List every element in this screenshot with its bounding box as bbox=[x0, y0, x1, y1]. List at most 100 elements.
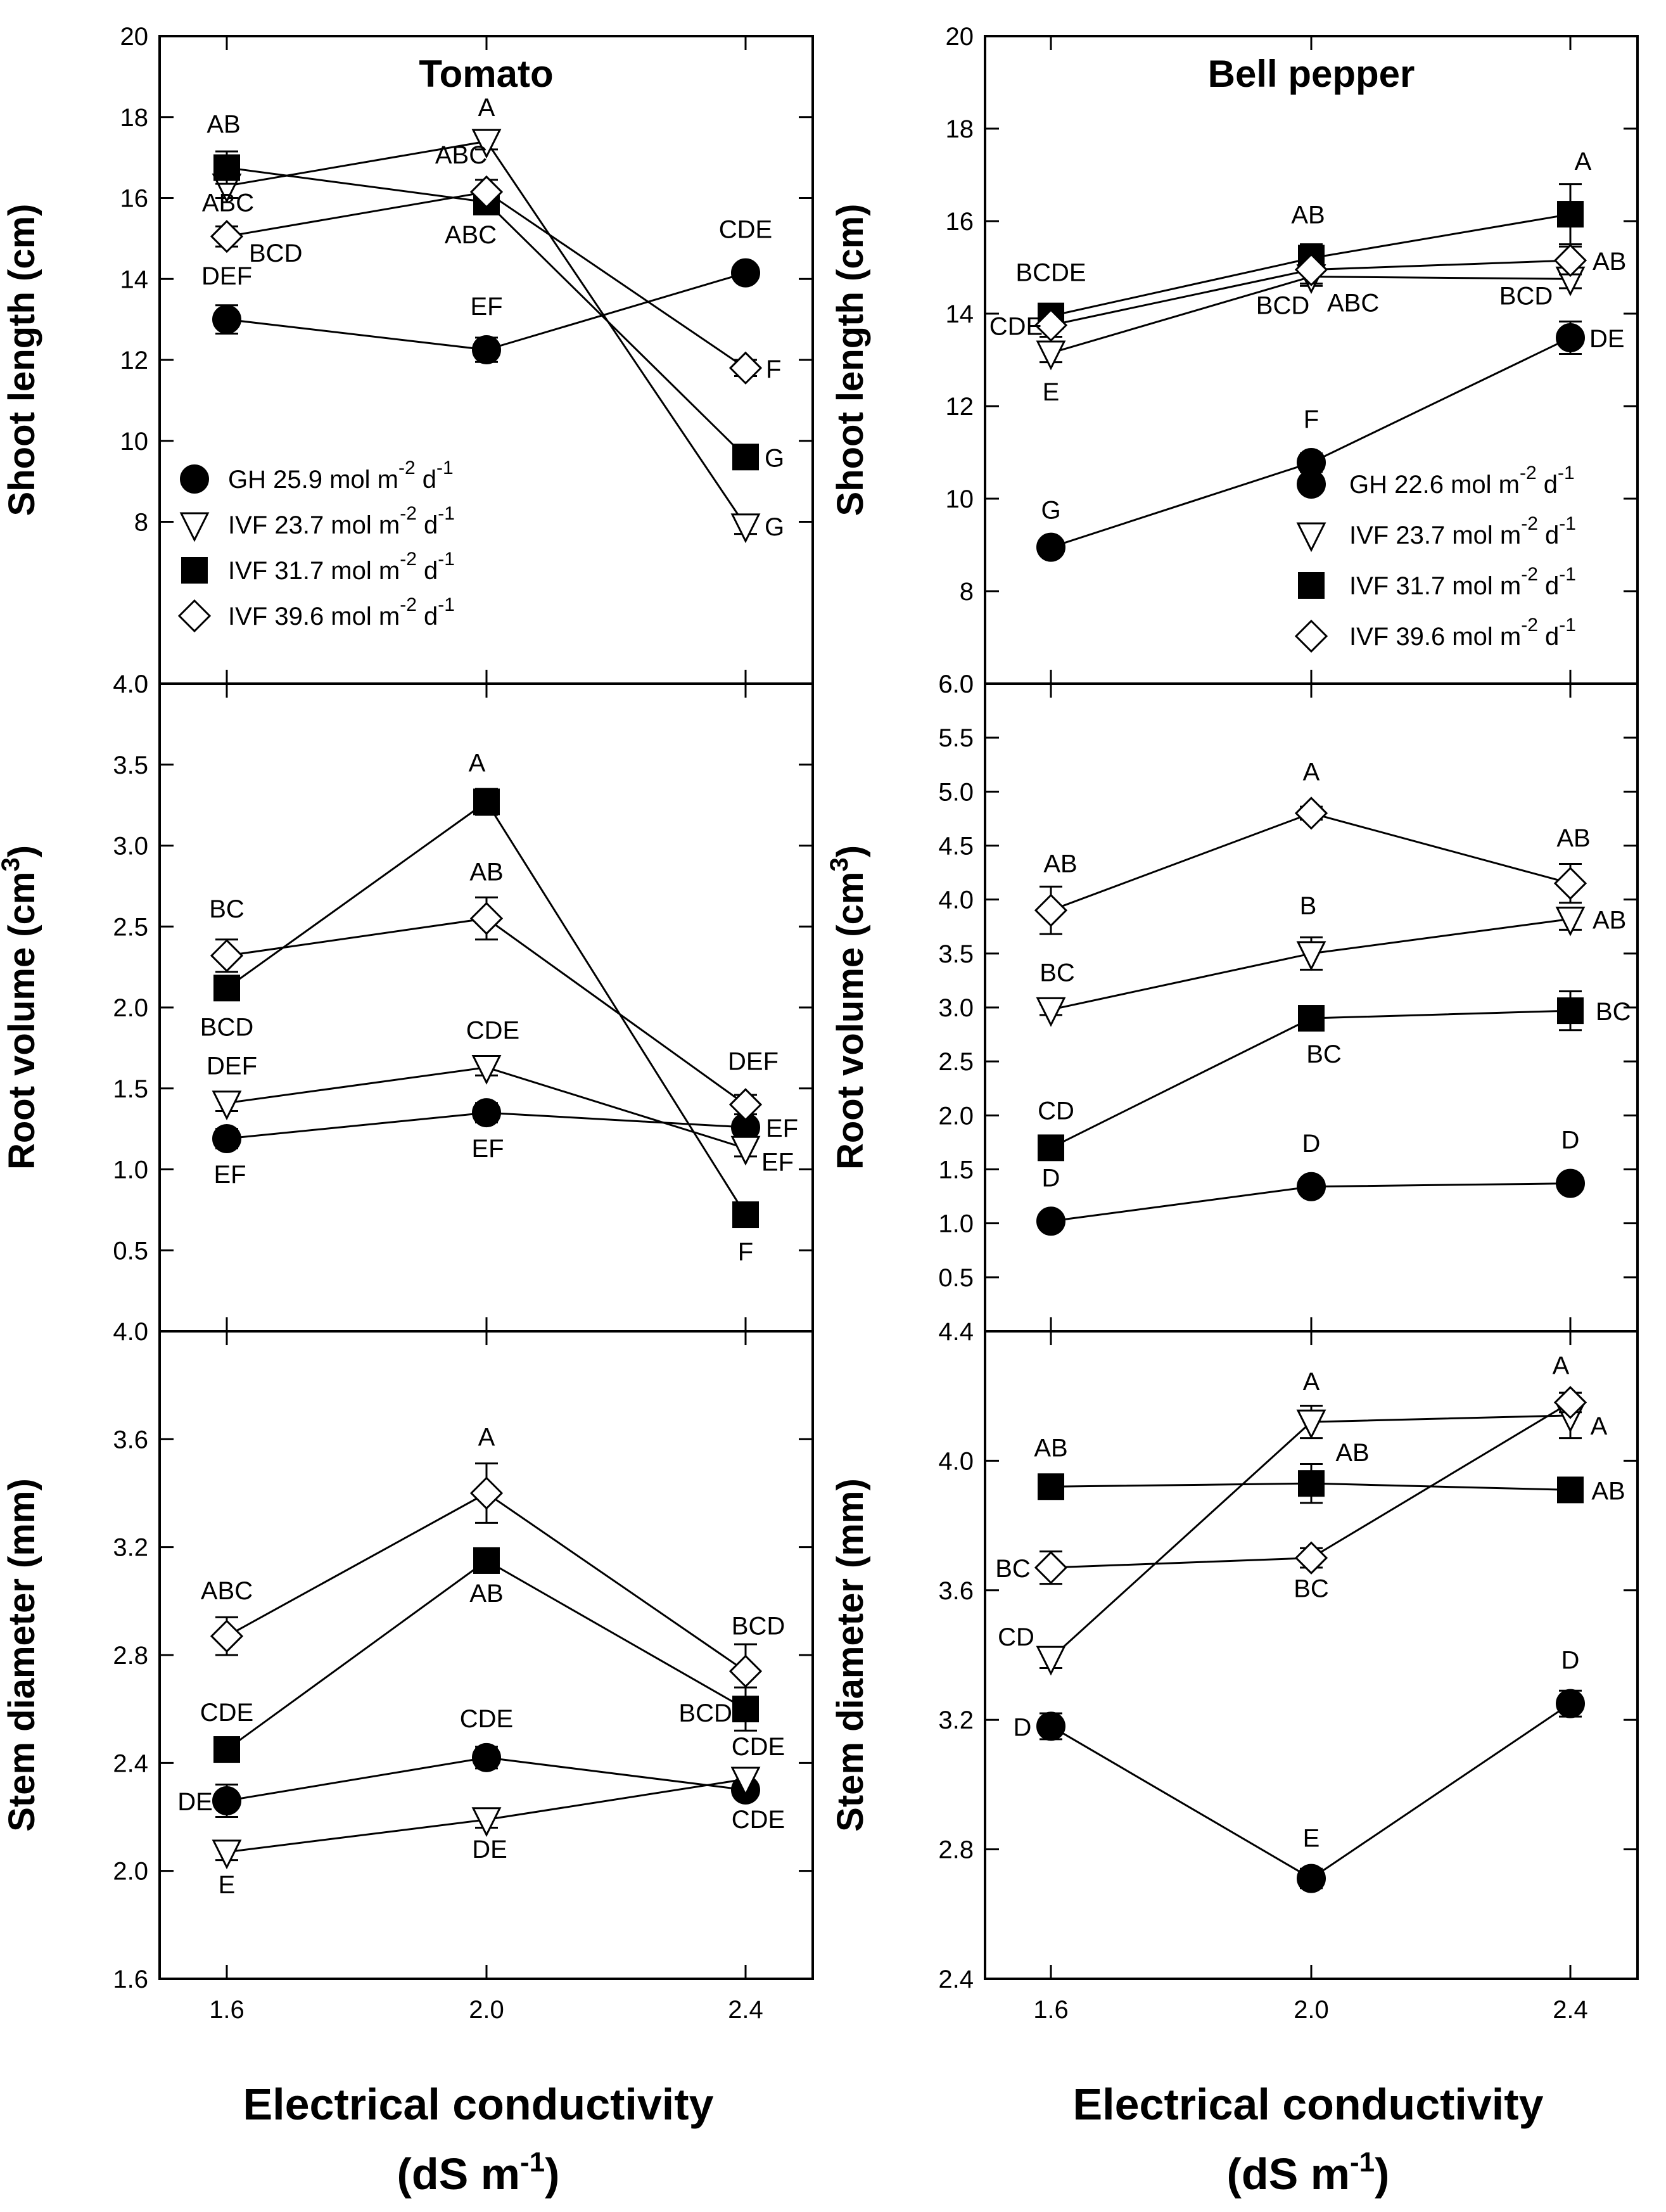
series-circle: EF EF EF bbox=[212, 1098, 798, 1189]
data-label: D bbox=[1561, 1127, 1580, 1154]
data-point bbox=[1034, 893, 1068, 927]
data-label: DEF bbox=[201, 262, 252, 290]
data-label: A bbox=[478, 94, 495, 122]
legend-label: GH 22.6 mol m-2 d-1 bbox=[1349, 463, 1575, 499]
data-label: BCDE bbox=[1015, 259, 1086, 287]
data-label: CDE bbox=[732, 1806, 785, 1834]
series-square: BCD A F bbox=[200, 750, 759, 1266]
data-label: AB bbox=[1591, 1477, 1625, 1505]
data-point bbox=[473, 1547, 500, 1574]
series-circle: G F DE bbox=[1036, 320, 1625, 562]
data-label: BCD bbox=[1256, 292, 1309, 320]
data-label: D bbox=[1014, 1713, 1032, 1741]
legend-marker bbox=[179, 512, 210, 542]
legend-label: IVF 31.7 mol m-2 d-1 bbox=[228, 549, 455, 585]
data-point bbox=[212, 1839, 242, 1870]
y-tick-label: 3.6 bbox=[938, 1577, 974, 1605]
y-tick-label: 16 bbox=[946, 208, 974, 236]
data-label: DE bbox=[472, 1836, 507, 1864]
data-point bbox=[1555, 906, 1586, 937]
legend-label: IVF 23.7 mol m-2 d-1 bbox=[1349, 513, 1576, 549]
data-label: BCD bbox=[732, 1613, 785, 1640]
data-label: DE bbox=[177, 1788, 213, 1816]
y-tick-label: 20 bbox=[120, 23, 149, 51]
legend-label: IVF 31.7 mol m-2 d-1 bbox=[1349, 564, 1576, 600]
data-label: CDE bbox=[719, 216, 772, 244]
data-point bbox=[1553, 866, 1587, 900]
series-square: AB ABC G bbox=[207, 111, 784, 473]
series-diamond: BC AB DEF bbox=[209, 858, 779, 1122]
data-label: E bbox=[219, 1871, 236, 1899]
data-point bbox=[212, 305, 241, 335]
data-label: ABC bbox=[435, 141, 487, 169]
y-tick-label: 2.4 bbox=[938, 1966, 974, 1993]
y-tick-label: 3.0 bbox=[938, 994, 974, 1022]
y-tick-label: 2.5 bbox=[938, 1048, 974, 1076]
data-point bbox=[472, 1098, 501, 1128]
y-tick-label: 4.0 bbox=[113, 1318, 148, 1346]
data-point bbox=[730, 513, 761, 544]
data-point bbox=[469, 902, 504, 935]
legend-marker bbox=[1297, 470, 1326, 499]
y-tick-label: 10 bbox=[946, 485, 974, 513]
y-tick-label: 20 bbox=[946, 23, 974, 51]
data-point bbox=[1557, 201, 1584, 228]
series-circle: DEF EF CDE bbox=[201, 216, 772, 365]
data-label: G bbox=[1041, 497, 1060, 525]
y-axis-title: Root volume (cm3) bbox=[825, 845, 871, 1170]
data-point bbox=[212, 1123, 241, 1153]
data-label: AB bbox=[1335, 1439, 1369, 1467]
data-point bbox=[1294, 253, 1328, 286]
data-label: CD bbox=[1038, 1097, 1074, 1125]
data-label: F bbox=[1304, 406, 1319, 433]
series-diamond: BCD ABC F bbox=[210, 141, 781, 385]
data-label: BCD bbox=[200, 1013, 253, 1041]
y-tick-label: 1.6 bbox=[113, 1966, 148, 1993]
data-point bbox=[732, 444, 759, 471]
data-label: CD bbox=[998, 1623, 1034, 1651]
data-label: E bbox=[1303, 1825, 1320, 1853]
y-tick-label: 2.4 bbox=[113, 1749, 148, 1777]
series-square: AB AB AB bbox=[1034, 1434, 1625, 1505]
y-tick-label: 4.0 bbox=[113, 670, 148, 698]
data-label: EF bbox=[761, 1148, 794, 1176]
y-tick-label: 2.8 bbox=[113, 1642, 148, 1670]
data-label: AB bbox=[1043, 850, 1077, 878]
data-label: BC bbox=[1294, 1575, 1329, 1603]
data-point bbox=[1556, 1689, 1585, 1718]
data-label: A bbox=[1575, 148, 1592, 176]
y-tick-label: 4.0 bbox=[113, 670, 148, 698]
data-point bbox=[212, 1090, 242, 1121]
data-label: B bbox=[1300, 892, 1317, 920]
series-diamond: AB A AB bbox=[1034, 758, 1591, 935]
panel-title: Bell pepper bbox=[1208, 53, 1415, 95]
data-point bbox=[1297, 1172, 1326, 1201]
panel-pepper_stem: 2.4 2.8 3.2 3.6 4.0 4.4 1.6 2.0 2.4 Stem diameter… bbox=[830, 1318, 1639, 2024]
x-tick-label: 2.4 bbox=[728, 1996, 763, 2024]
y-tick-label: 14 bbox=[946, 300, 974, 328]
data-label: DEF bbox=[728, 1047, 779, 1075]
data-label: AB bbox=[207, 111, 240, 139]
y-tick-label: 18 bbox=[946, 115, 974, 143]
data-label: G bbox=[765, 444, 784, 472]
series-diamond: ABC A BCD bbox=[201, 1424, 785, 1699]
data-label: CDE bbox=[732, 1733, 785, 1761]
panel-tomato_stem: 1.6 2.0 2.4 2.8 3.2 3.6 4.0 1.6 2.0 2.4 Stem diame… bbox=[1, 1318, 814, 2024]
data-label: AB bbox=[469, 1580, 503, 1608]
series-diamond: BC BC A bbox=[995, 1352, 1587, 1603]
data-point bbox=[1038, 1134, 1064, 1161]
data-label: AB bbox=[1593, 906, 1626, 934]
data-point bbox=[1557, 1476, 1584, 1504]
legend-marker bbox=[177, 599, 212, 633]
x-axis-title-pepper-line1: Electrical conductivity bbox=[1072, 2080, 1543, 2129]
data-label: A bbox=[1303, 758, 1320, 786]
panel-title: Tomato bbox=[419, 53, 553, 95]
y-tick-label: 4.4 bbox=[938, 1318, 974, 1346]
data-label: EF bbox=[766, 1115, 798, 1142]
series-circle: D E D bbox=[1014, 1647, 1585, 1893]
data-label: CDE bbox=[200, 1699, 253, 1727]
data-point bbox=[1036, 532, 1065, 562]
plots-layer: 4.0 8 10 12 14 16 18 20 Shoot length (cm) Tomato D… bbox=[0, 23, 1639, 2024]
data-label: AB bbox=[469, 858, 503, 886]
x-axis-title-pepper-line2: (dS m-1) bbox=[1227, 2147, 1390, 2199]
